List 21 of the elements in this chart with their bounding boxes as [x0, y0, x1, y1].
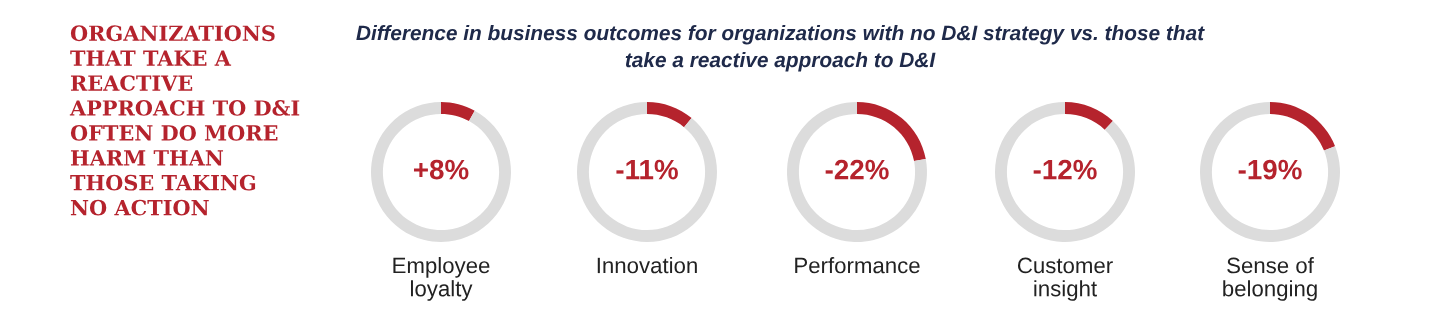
donut-slice [441, 102, 475, 122]
donut-slice [995, 102, 1135, 242]
text: ORGANIZATIONS THAT TAKE A REACTIVE APPROACH TO D&I OFTEN DO MORE HARM THAN THOSE TAKING NO ACTION [69, 25, 300, 216]
donut-slice [1270, 102, 1336, 151]
donut-slice [647, 102, 692, 128]
text: Customer insight [1017, 257, 1113, 301]
text: Employee loyalty [393, 257, 490, 301]
text: Performance [795, 257, 920, 274]
text: Innovation [597, 257, 697, 274]
donut-slice [577, 102, 717, 242]
text: Difference in business outcomes for organizations with no D&I strategy vs. those that take a reactive approach to D&I [356, 25, 1205, 72]
text: +8% [413, 159, 469, 180]
text: -19% [1238, 159, 1302, 180]
donut-slice [1065, 102, 1113, 130]
donut-slice [371, 102, 511, 242]
text: -12% [1033, 159, 1097, 180]
text: -11% [616, 159, 678, 180]
text: -22% [825, 159, 889, 180]
donut-slice [787, 102, 927, 242]
donut-slice [1200, 102, 1340, 242]
text: Sense of belonging [1223, 257, 1317, 301]
